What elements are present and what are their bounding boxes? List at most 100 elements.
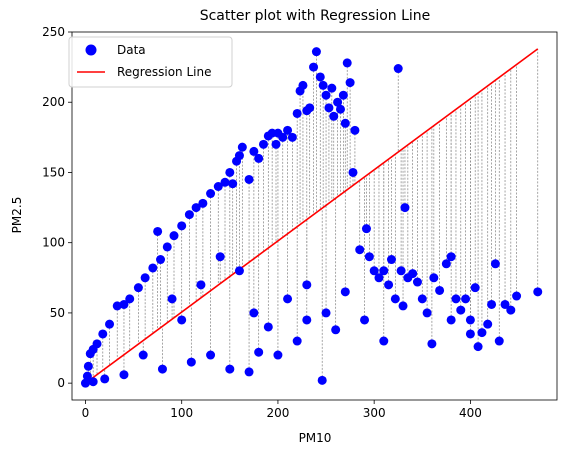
x-tick-label: 0: [82, 406, 90, 420]
data-point: [321, 90, 331, 100]
data-point: [133, 283, 143, 293]
data-point: [364, 252, 374, 262]
data-point: [470, 283, 480, 293]
data-point: [88, 377, 98, 387]
data-point: [156, 255, 166, 265]
data-point: [125, 294, 135, 304]
data-point: [287, 132, 297, 142]
y-tick-label: 200: [42, 95, 65, 109]
data-point: [350, 125, 360, 135]
data-point: [483, 319, 493, 329]
data-point: [225, 364, 235, 374]
data-point: [177, 221, 187, 231]
data-point: [298, 80, 308, 90]
y-tick-label: 0: [57, 376, 65, 390]
data-point: [317, 375, 327, 385]
data-point: [198, 198, 208, 208]
data-point: [408, 269, 418, 279]
data-point: [244, 174, 254, 184]
data-point: [324, 103, 334, 113]
data-point: [500, 299, 510, 309]
data-point: [494, 336, 504, 346]
data-point: [196, 280, 206, 290]
data-point: [355, 245, 365, 255]
data-point: [98, 329, 108, 339]
data-point: [451, 294, 461, 304]
data-point: [318, 80, 328, 90]
data-point: [311, 47, 321, 57]
data-point: [83, 361, 93, 371]
y-axis: 0 50 100 150 200 250: [42, 25, 72, 390]
data-point: [105, 319, 115, 329]
data-point: [340, 287, 350, 297]
data-point: [292, 108, 302, 118]
chart-title: Scatter plot with Regression Line: [200, 8, 431, 24]
data-point: [374, 273, 384, 283]
data-point: [398, 301, 408, 311]
data-point: [234, 151, 244, 161]
data-point: [225, 167, 235, 177]
data-point: [234, 266, 244, 276]
data-point: [292, 336, 302, 346]
data-point: [340, 118, 350, 128]
data-point: [361, 224, 371, 234]
data-point: [100, 374, 110, 384]
data-point: [335, 104, 345, 114]
data-point: [263, 322, 273, 332]
data-point: [400, 203, 410, 213]
y-tick-label: 100: [42, 236, 65, 250]
legend-box: [68, 36, 233, 88]
y-tick-label: 50: [50, 306, 65, 320]
data-point: [140, 273, 150, 283]
data-point: [441, 259, 451, 269]
data-point: [220, 177, 230, 187]
data-point: [148, 263, 158, 273]
data-point: [309, 62, 319, 72]
x-tick-label: 400: [459, 406, 482, 420]
data-point: [177, 315, 187, 325]
data-point: [283, 125, 293, 135]
data-point: [206, 189, 216, 199]
data-point: [191, 203, 201, 213]
data-point: [477, 328, 487, 338]
data-point: [429, 273, 439, 283]
x-tick-label: 100: [170, 406, 193, 420]
data-point: [162, 242, 172, 252]
data-point: [249, 308, 259, 318]
data-point: [412, 277, 422, 287]
data-point: [283, 294, 293, 304]
data-point: [119, 370, 129, 380]
data-point: [327, 83, 337, 93]
data-point: [315, 72, 325, 82]
data-point: [254, 153, 264, 163]
data-point: [228, 179, 238, 189]
data-point: [157, 364, 167, 374]
data-point: [461, 294, 471, 304]
data-point: [112, 301, 122, 311]
legend-label-regression: Regression Line: [117, 65, 211, 79]
x-tick-label: 300: [363, 406, 386, 420]
y-axis-title: PM2.5: [10, 197, 24, 234]
data-point: [506, 305, 516, 315]
data-point: [215, 252, 225, 262]
y-tick-label: 250: [42, 25, 65, 39]
data-point: [396, 266, 406, 276]
data-point: [487, 299, 497, 309]
data-point: [446, 315, 456, 325]
legend-label-data: Data: [117, 43, 146, 57]
legend-marker-data: [85, 44, 97, 56]
data-point: [338, 90, 348, 100]
data-point: [321, 308, 331, 318]
data-point: [273, 350, 283, 360]
data-point: [379, 266, 389, 276]
data-point: [456, 305, 466, 315]
data-point: [138, 350, 148, 360]
data-point: [465, 315, 475, 325]
data-point: [384, 280, 394, 290]
data-point: [302, 315, 312, 325]
data-point: [422, 308, 432, 318]
data-point: [271, 139, 281, 149]
data-point: [473, 342, 483, 352]
data-point: [169, 231, 179, 241]
